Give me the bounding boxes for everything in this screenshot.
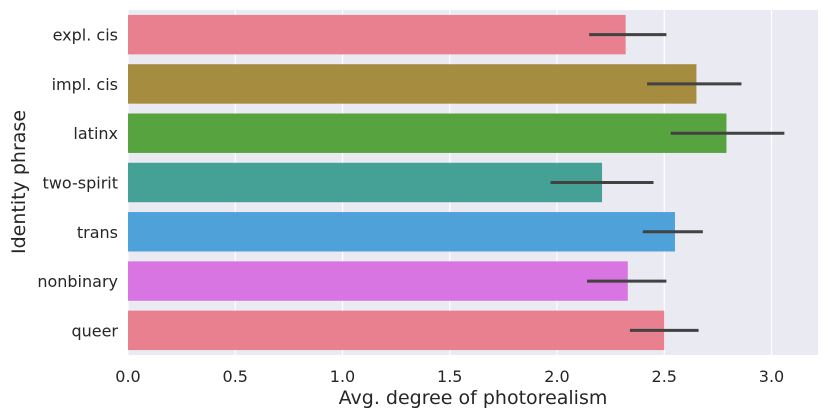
y-tick-labels: expl. cis impl. cis latinx two-spirit trans n… xyxy=(37,26,118,341)
x-axis-title: Avg. degree of photorealism xyxy=(339,387,608,409)
y-tick-label: nonbinary xyxy=(37,272,118,291)
x-tick-label: 2.5 xyxy=(652,367,677,386)
x-tick-label: 1.0 xyxy=(330,367,355,386)
y-axis-title: Identity phrase xyxy=(8,110,30,254)
bar xyxy=(128,212,675,252)
bars xyxy=(128,14,727,351)
x-tick-labels: 0.0 0.5 1.0 1.5 2.0 2.5 3.0 xyxy=(115,367,784,386)
y-tick-label: two-spirit xyxy=(43,174,118,193)
y-tick-label: expl. cis xyxy=(53,26,118,45)
x-tick-label: 0.5 xyxy=(223,367,248,386)
bar xyxy=(128,310,665,351)
bar xyxy=(128,14,626,55)
y-tick-label: queer xyxy=(71,321,118,340)
bar xyxy=(128,261,628,301)
bar xyxy=(128,64,697,104)
x-tick-label: 1.5 xyxy=(437,367,462,386)
error-bars xyxy=(550,33,785,332)
x-tick-label: 3.0 xyxy=(759,367,784,386)
y-tick-label: latinx xyxy=(73,124,118,143)
x-tick-label: 2.0 xyxy=(544,367,569,386)
bar xyxy=(128,162,603,203)
x-tick-label: 0.0 xyxy=(115,367,140,386)
bar xyxy=(128,113,727,153)
y-tick-label: trans xyxy=(77,223,118,242)
y-tick-label: impl. cis xyxy=(52,75,118,94)
